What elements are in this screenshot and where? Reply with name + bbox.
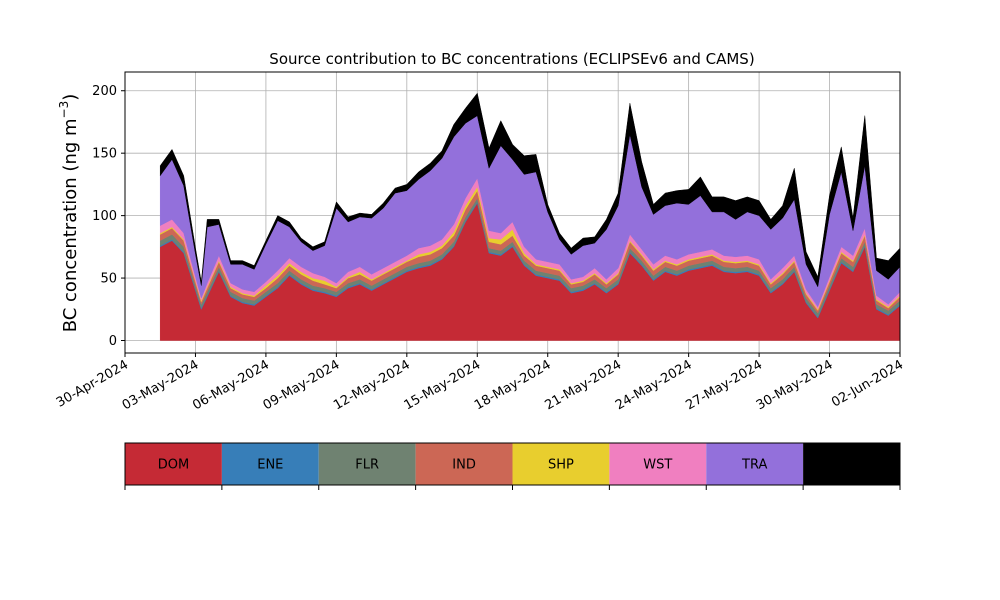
legend-swatch-shp xyxy=(512,443,610,485)
y-tick-label: 150 xyxy=(92,147,117,162)
x-tick-label: 09-May-2024 xyxy=(261,357,343,413)
legend-label: BB xyxy=(843,458,861,473)
x-tick-label: 12-May-2024 xyxy=(331,357,413,413)
legend-colorbar: DOM ENE FLR IND SHP WST TRA BB xyxy=(124,442,901,490)
y-tick-label: 0 xyxy=(109,334,117,349)
legend-label: IND xyxy=(452,458,476,473)
x-axis-ticks: 30-Apr-202403-May-202406-May-202409-May-… xyxy=(54,353,906,413)
x-tick-label: 30-Apr-2024 xyxy=(54,357,131,410)
legend-swatch-tra xyxy=(706,443,804,485)
legend-label: SHP xyxy=(548,458,574,473)
chart-title: Source contribution to BC concentrations… xyxy=(269,50,754,68)
y-axis-label: BC concentration (ng m−3) xyxy=(57,94,81,333)
y-axis-label-superscript: −3 xyxy=(57,101,71,119)
legend-label: ENE xyxy=(257,458,283,473)
legend-swatch-ind xyxy=(415,443,513,485)
x-tick-label: 02-Jun-2024 xyxy=(829,357,906,410)
x-tick-label: 03-May-2024 xyxy=(120,357,202,413)
stacked-areas xyxy=(159,92,901,341)
legend-swatch-bb xyxy=(803,443,900,485)
legend-label: FLR xyxy=(355,458,379,473)
x-tick-label: 15-May-2024 xyxy=(402,357,484,413)
legend-swatch-dom xyxy=(125,443,222,485)
y-tick-label: 50 xyxy=(100,272,117,287)
legend-swatch-flr xyxy=(318,443,416,485)
legend-swatch-ene xyxy=(221,443,319,485)
y-axis-label-main: BC concentration (ng m xyxy=(60,118,81,332)
x-tick-label: 24-May-2024 xyxy=(613,357,695,413)
legend-label: TRA xyxy=(741,458,767,473)
x-tick-label: 27-May-2024 xyxy=(683,357,765,413)
legend-swatch-wst xyxy=(609,443,707,485)
y-tick-label: 200 xyxy=(92,84,117,99)
x-tick-label: 06-May-2024 xyxy=(190,357,272,413)
x-tick-label: 18-May-2024 xyxy=(472,357,554,413)
x-tick-label: 30-May-2024 xyxy=(754,357,836,413)
y-tick-label: 100 xyxy=(92,209,117,224)
legend-label: DOM xyxy=(158,458,189,473)
y-axis-label-tail: ) xyxy=(60,94,81,101)
legend-label: WST xyxy=(643,458,672,473)
y-axis-ticks: 0 50 100 150 200 xyxy=(92,84,125,349)
x-tick-label: 21-May-2024 xyxy=(543,357,625,413)
plot-frame xyxy=(124,71,901,354)
